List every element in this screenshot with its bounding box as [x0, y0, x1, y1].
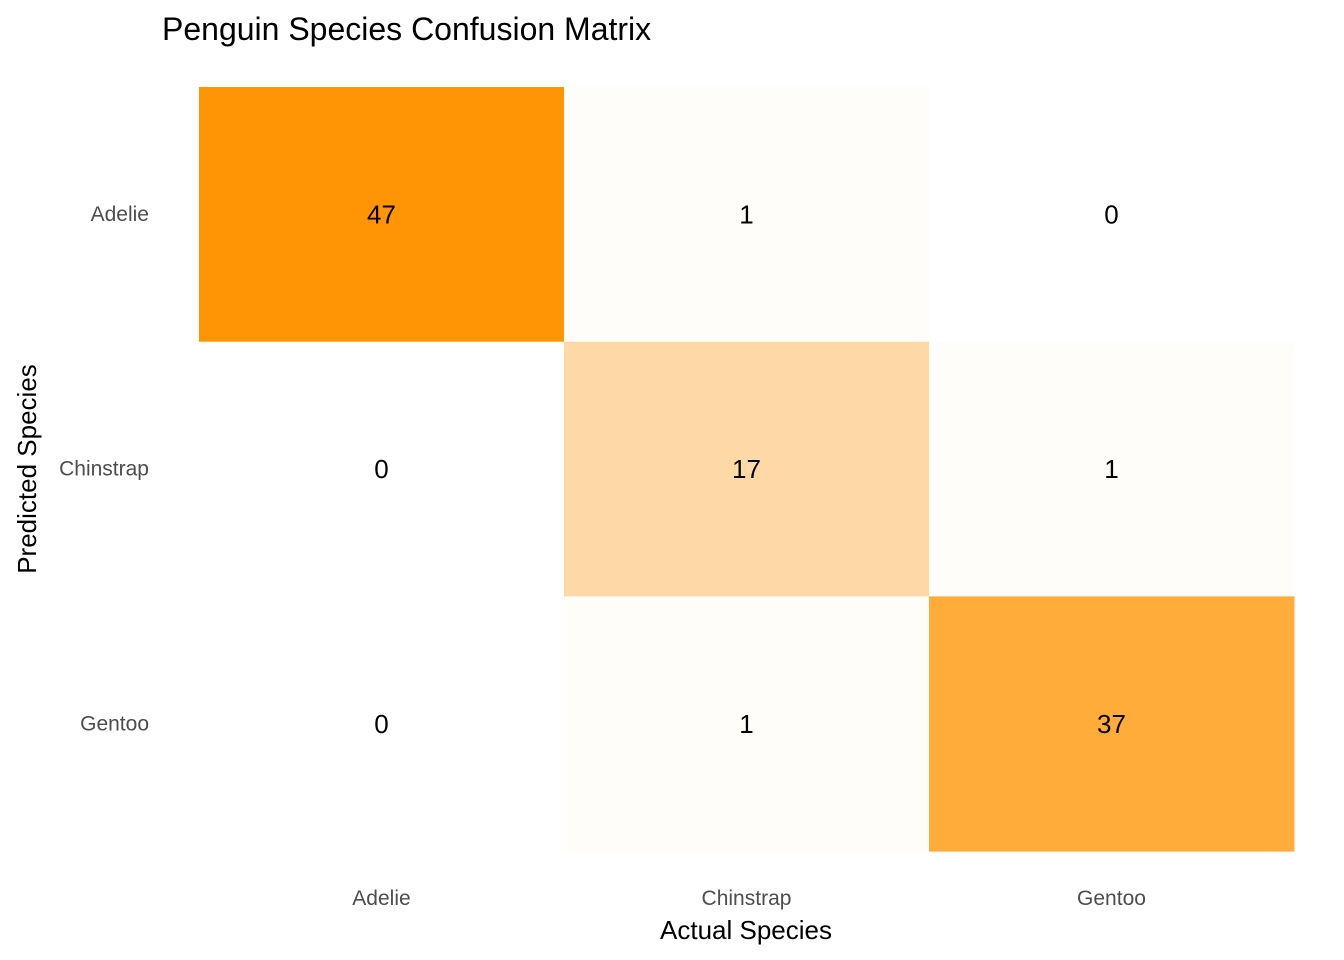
heatmap-cell-adelie-gentoo: [929, 87, 1295, 343]
heatmap-cell-adelie-chinstrap: [564, 87, 930, 343]
x-tick-label-adelie: Adelie: [352, 887, 410, 910]
y-tick-label-gentoo: Gentoo: [80, 712, 149, 735]
heatmap-cell-gentoo-adelie: [199, 596, 565, 852]
heatmap-cell-gentoo-gentoo: [929, 596, 1295, 852]
heatmap-cell-chinstrap-chinstrap: [564, 341, 930, 597]
cell-value-chinstrap-gentoo: 1: [1104, 454, 1118, 484]
cell-value-gentoo-gentoo: 37: [1097, 709, 1126, 739]
x-tick-label-gentoo: Gentoo: [1077, 887, 1146, 910]
heatmap-cell-gentoo-chinstrap: [564, 596, 930, 852]
cell-value-adelie-gentoo: 0: [1104, 199, 1118, 229]
cell-value-labels: 47 1 0 0 17 1 0 1 37: [367, 199, 1126, 738]
cell-value-gentoo-chinstrap: 1: [739, 709, 753, 739]
y-axis-tick-labels: Adelie Chinstrap Gentoo: [59, 203, 149, 735]
heatmap-cell-chinstrap-gentoo: [929, 341, 1295, 597]
heatmap-cell-chinstrap-adelie: [199, 341, 565, 597]
cell-value-gentoo-adelie: 0: [374, 709, 388, 739]
y-tick-label-chinstrap: Chinstrap: [59, 458, 149, 481]
y-tick-label-adelie: Adelie: [91, 203, 149, 226]
heatmap-cells: [199, 87, 1295, 852]
cell-value-chinstrap-chinstrap: 17: [732, 454, 761, 484]
chart-title: Penguin Species Confusion Matrix: [162, 11, 651, 47]
cell-value-chinstrap-adelie: 0: [374, 454, 388, 484]
x-tick-label-chinstrap: Chinstrap: [702, 887, 792, 910]
x-axis-title: Actual Species: [660, 915, 832, 945]
heatmap-cell-adelie-adelie: [199, 87, 565, 343]
cell-value-adelie-adelie: 47: [367, 199, 396, 229]
cell-value-adelie-chinstrap: 1: [739, 199, 753, 229]
y-axis-title: Predicted Species: [12, 364, 42, 574]
x-axis-tick-labels: Adelie Chinstrap Gentoo: [352, 887, 1146, 910]
